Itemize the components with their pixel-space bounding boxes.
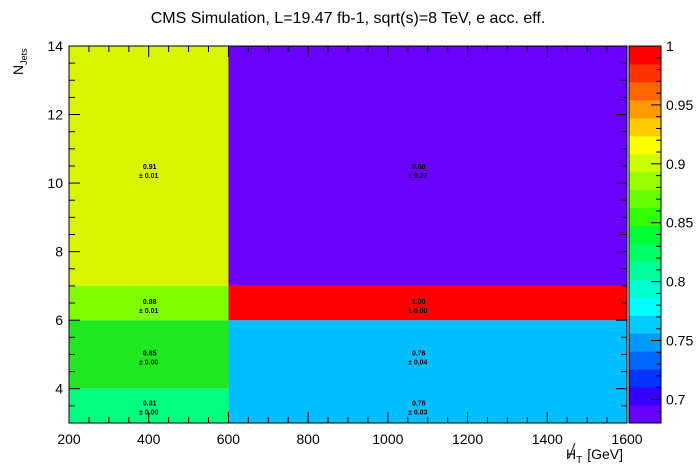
x-tick-label-0: 200 [57, 431, 81, 447]
cell-value-label-3: 1.00 [412, 299, 426, 306]
heatmap-cell-3 [69, 285, 229, 321]
y-tick-label-4: 12 [47, 107, 63, 123]
color-scale-band-1 [629, 387, 661, 406]
heatmap-cells [69, 46, 627, 423]
color-scale-band-3 [629, 351, 661, 370]
color-scale-band-10 [629, 225, 661, 244]
cell-error-label-0: ± 0.01 [139, 173, 159, 180]
cell-error-label-5: ± 0.04 [408, 360, 428, 367]
axes: 200 400 600 800 1000 1200 1400 1600 4 6 8 10 12 14 [47, 38, 642, 447]
color-scale-band-15 [629, 135, 661, 155]
x-axis-label: HT[GeV] [566, 446, 623, 466]
color-scale-label-5: 0.95 [666, 97, 693, 113]
cell-error-label-7: ± 0.03 [408, 409, 428, 416]
color-scale-band-9 [629, 243, 661, 262]
cell-error-label-4: ± 0.00 [139, 360, 159, 367]
color-scale-band-0 [629, 405, 661, 424]
x-tick-label-5: 1200 [452, 431, 483, 447]
y-tick-label-2: 8 [55, 244, 63, 260]
cell-error-label-1: ± 0.27 [408, 173, 428, 180]
color-scale-label-2: 0.8 [666, 274, 686, 290]
color-scale-label-4: 0.9 [666, 156, 686, 172]
heatmap-cell-6 [228, 46, 627, 286]
y-tick-label-1: 6 [55, 312, 63, 328]
x-tick-label-6: 1400 [532, 431, 563, 447]
cell-value-label-6: 0.81 [143, 400, 157, 407]
color-scale-band-20 [629, 46, 661, 65]
color-scale-band-5 [629, 315, 661, 334]
color-scale-band-18 [629, 81, 661, 101]
color-scale-label-0: 0.7 [666, 391, 686, 407]
color-scale-label-3: 0.85 [666, 215, 693, 231]
x-axis-label-slash [568, 442, 576, 459]
color-scale: 0.7 0.75 0.8 0.85 0.9 0.95 1 [628, 38, 693, 424]
x-axis-label-unit: [GeV] [587, 446, 623, 462]
cell-value-label-2: 0.88 [143, 299, 157, 306]
y-tick-label-3: 10 [47, 175, 63, 191]
color-scale-label-6: 1 [666, 38, 674, 54]
x-tick-label-7: 1600 [611, 431, 642, 447]
color-scale-band-11 [629, 207, 661, 227]
cell-value-label-1: 0.68 [412, 164, 426, 171]
color-scale-band-6 [629, 297, 661, 316]
cell-labels: 0.91 ± 0.01 0.68 ± 0.27 0.88 ± 0.01 1.00 ± 0.00… [139, 164, 428, 416]
y-tick-label-0: 4 [55, 381, 63, 397]
cell-error-label-3: ± 0.00 [408, 308, 428, 315]
cell-value-label-7: 0.76 [412, 400, 426, 407]
color-scale-band-4 [629, 333, 661, 352]
y-axis-label-sub: Jets [19, 48, 29, 65]
color-scale-band-14 [629, 153, 661, 173]
x-tick-label-2: 600 [217, 431, 241, 447]
x-tick-label-3: 800 [296, 431, 320, 447]
color-scale-band-12 [629, 189, 661, 209]
color-scale-band-8 [629, 261, 661, 280]
heatmap-cell-1 [228, 320, 627, 423]
chart-title: CMS Simulation, L=19.47 fb-1, sqrt(s)=8 … [151, 10, 546, 27]
heatmap-cell-5 [69, 46, 229, 286]
y-tick-label-5: 14 [47, 38, 63, 54]
x-tick-label-1: 400 [137, 431, 161, 447]
heatmap-cell-2 [69, 320, 229, 389]
color-scale-band-19 [629, 63, 661, 83]
color-scale-band-13 [629, 171, 661, 191]
x-tick-label-4: 1000 [372, 431, 403, 447]
cell-value-label-4: 0.85 [143, 351, 157, 358]
color-scale-band-17 [629, 99, 661, 119]
heatmap-cell-4 [228, 285, 627, 321]
color-scale-label-1: 0.75 [666, 333, 693, 349]
y-axis-label: NJets [10, 48, 29, 75]
x-axis-label-sub: T [576, 455, 582, 466]
cell-value-label-5: 0.76 [412, 351, 426, 358]
color-scale-band-16 [629, 117, 661, 137]
cell-value-label-0: 0.91 [143, 164, 157, 171]
color-scale-band-2 [629, 369, 661, 388]
cell-error-label-2: ± 0.01 [139, 308, 159, 315]
color-scale-band-7 [629, 279, 661, 298]
y-axis-label-main: N [10, 65, 26, 75]
